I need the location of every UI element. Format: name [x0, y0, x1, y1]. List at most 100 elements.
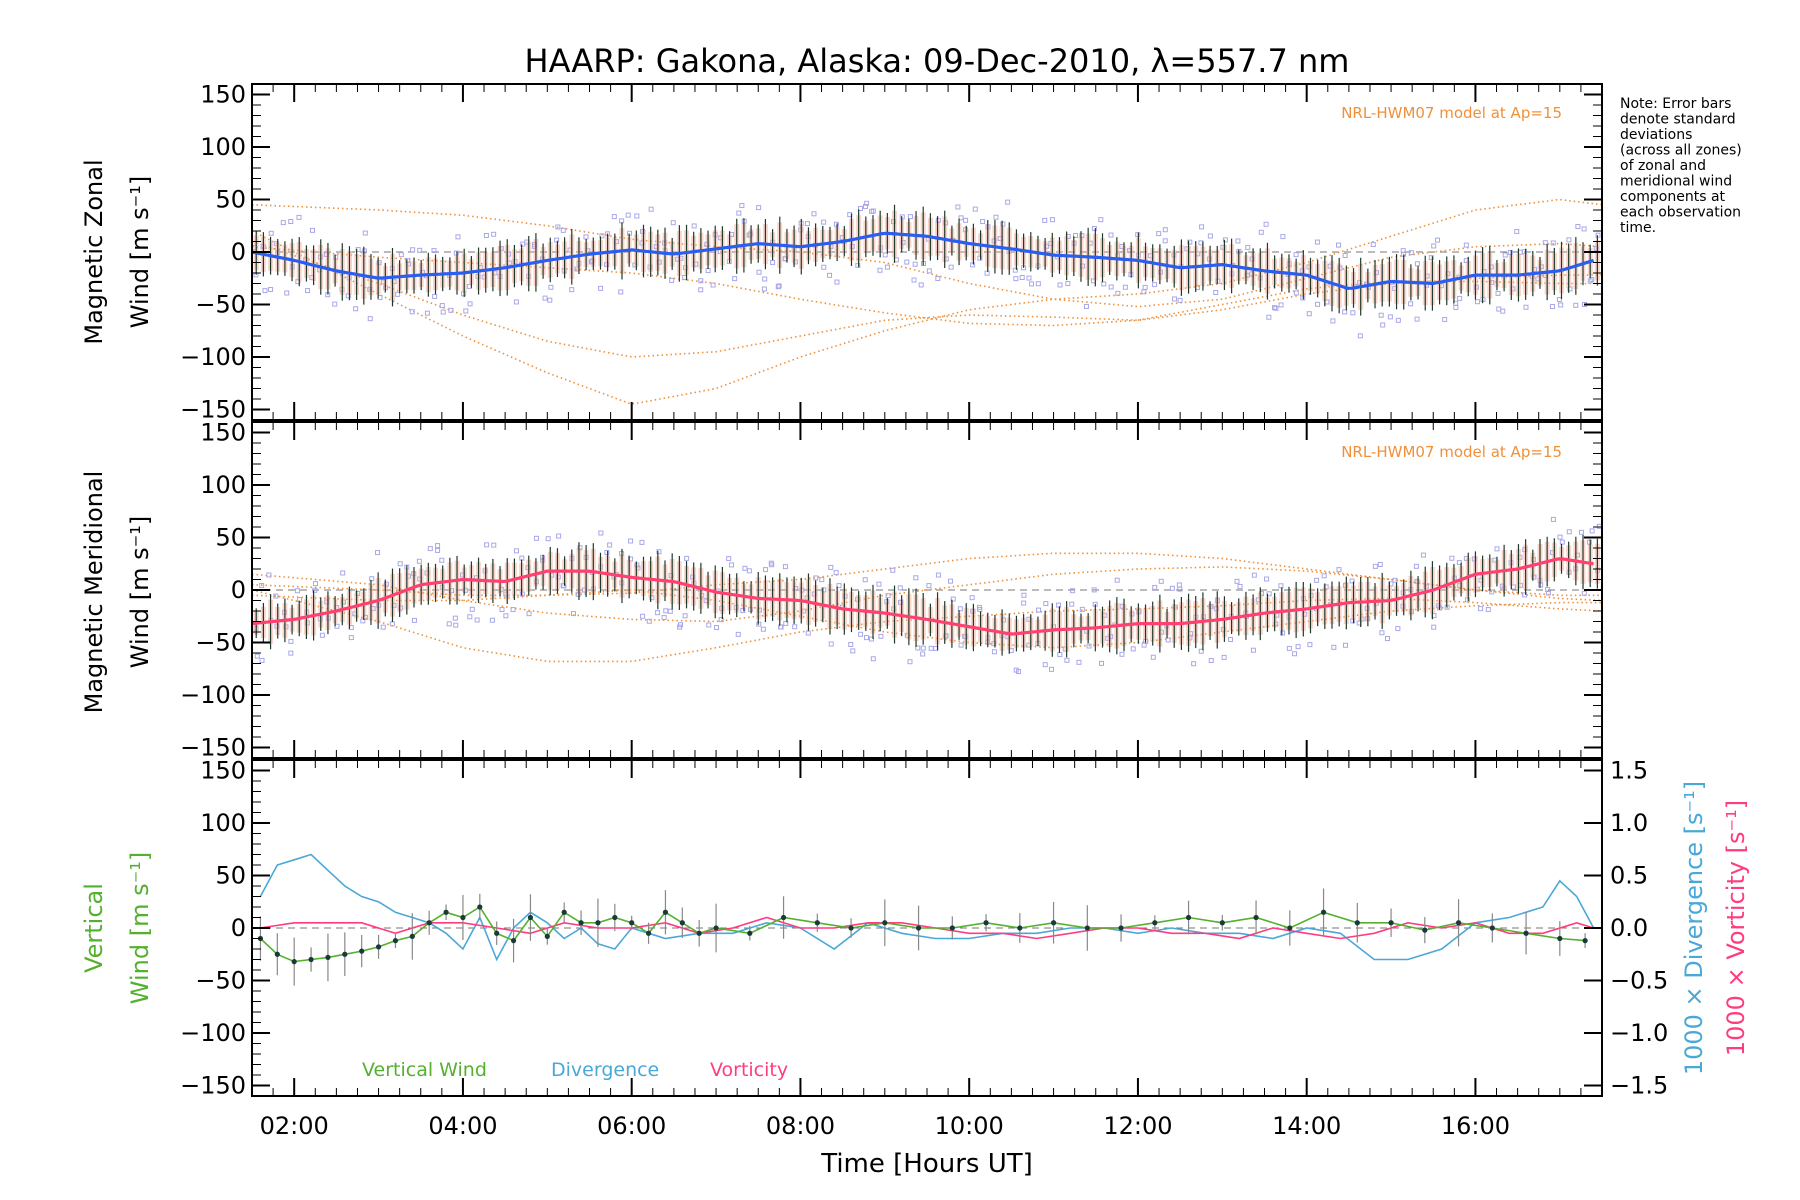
- scatter-point: [296, 214, 302, 220]
- y-tick-label: 50: [215, 186, 246, 214]
- scatter-point: [312, 581, 318, 587]
- scatter-point: [855, 262, 861, 268]
- scatter-point: [769, 562, 775, 568]
- scatter-point: [526, 611, 532, 617]
- scatter-point: [607, 542, 613, 548]
- scatter-point: [469, 606, 475, 612]
- scatter-point: [834, 279, 840, 285]
- meridional-ylabel-line2: Wind [m s⁻¹]: [126, 516, 154, 668]
- scatter-point: [1414, 261, 1420, 267]
- zonal-ylabel-line2: Wind [m s⁻¹]: [126, 176, 154, 328]
- scatter-point: [431, 248, 437, 254]
- scatter-point: [1581, 226, 1587, 232]
- scatter-point: [1150, 654, 1156, 660]
- scatter-point: [513, 548, 519, 554]
- scatter-point: [1474, 299, 1480, 305]
- meridional-model-label: NRL-HWM07 model at Ap=15: [1341, 443, 1562, 461]
- scatter-point: [1130, 646, 1136, 652]
- vertical-wind-point: [1050, 920, 1057, 926]
- vertical-y2-ticks: 1.5 1.0 0.5 0.0 −0.5 −1.0 −1.5: [1584, 757, 1668, 1100]
- scatter-point: [439, 303, 445, 309]
- scatter-point: [1395, 317, 1401, 323]
- scatter-point: [1258, 229, 1264, 235]
- scatter-point: [1507, 249, 1513, 255]
- scatter-point: [1266, 314, 1272, 320]
- scatter-point: [294, 588, 300, 594]
- scatter-point: [1005, 199, 1011, 205]
- scatter-point: [1221, 654, 1227, 660]
- y2-tick-label: −1.0: [1610, 1019, 1668, 1047]
- scatter-point: [735, 631, 741, 637]
- scatter-point: [993, 214, 999, 220]
- scatter-point: [634, 213, 640, 219]
- y2-tick-label: 1.5: [1610, 757, 1648, 785]
- vertical-plot-area: [252, 853, 1602, 986]
- zonal-mean-line: [251, 231, 1595, 290]
- scatter-point: [1372, 563, 1378, 569]
- scatter-point: [920, 651, 926, 657]
- zonal-plot-area: [251, 198, 1603, 405]
- scatter-point: [828, 564, 834, 570]
- scatter-point: [583, 234, 589, 240]
- scatter-point: [1122, 284, 1128, 290]
- scatter-point: [1187, 239, 1193, 245]
- scatter-point: [969, 595, 975, 601]
- vertical-wind-point: [561, 909, 567, 915]
- y-tick-label: 100: [200, 471, 246, 499]
- scatter-point: [1453, 304, 1459, 310]
- scatter-point: [864, 200, 870, 206]
- vertical-y-ticks: 150 100 50 0 −50 −100 −150: [180, 757, 1582, 1100]
- scatter-point: [254, 653, 260, 659]
- model-curve: [251, 566, 1603, 623]
- scatter-point: [732, 276, 738, 282]
- scatter-point: [340, 570, 346, 576]
- scatter-point: [1108, 232, 1114, 238]
- y-tick-label: −100: [180, 343, 246, 371]
- scatter-point: [1342, 253, 1348, 259]
- scatter-point: [360, 618, 366, 624]
- scatter-point: [1449, 555, 1455, 561]
- scatter-point: [1556, 297, 1562, 303]
- scatter-point: [805, 630, 811, 636]
- scatter-point: [1500, 308, 1506, 314]
- scatter-point: [698, 278, 704, 284]
- model-curve: [251, 204, 1603, 308]
- scatter-point: [876, 581, 882, 587]
- scatter-point: [684, 555, 690, 561]
- vertical-wind-point: [375, 944, 382, 950]
- vertical-wind-point: [662, 909, 669, 915]
- scatter-point: [1251, 572, 1257, 578]
- scatter-point: [1596, 523, 1602, 529]
- scatter-point: [691, 223, 697, 229]
- vertical-wind-point: [1320, 909, 1327, 915]
- scatter-point: [1101, 281, 1107, 287]
- scatter-point: [667, 608, 673, 614]
- scatter-point: [560, 227, 566, 233]
- scatter-point: [1086, 643, 1092, 649]
- note-line: time.: [1620, 220, 1656, 236]
- scatter-point: [435, 543, 441, 549]
- scatter-point: [455, 234, 461, 240]
- scatter-point: [1169, 585, 1175, 591]
- scatter-point: [332, 301, 338, 307]
- y-tick-label: −50: [195, 629, 246, 657]
- scatter-point: [519, 591, 525, 597]
- scatter-point: [1414, 316, 1420, 322]
- scatter-point: [907, 214, 913, 220]
- scatter-point: [1558, 302, 1564, 308]
- scatter-point: [353, 306, 359, 312]
- y-tick-label: −150: [180, 1072, 246, 1100]
- scatter-point: [1073, 233, 1079, 239]
- scatter-point: [1595, 232, 1601, 238]
- scatter-point: [1377, 561, 1383, 567]
- vertical-wind-point: [882, 920, 888, 926]
- vertical-wind-point: [1017, 925, 1023, 931]
- x-tick-label: 04:00: [428, 1112, 497, 1140]
- vertical-wind-point: [1354, 920, 1360, 926]
- scatter-point: [499, 606, 505, 612]
- scatter-point: [821, 219, 827, 225]
- scatter-point: [1114, 577, 1120, 583]
- scatter-point: [948, 264, 954, 270]
- vertical-ylabel-line2: Wind [m s⁻¹]: [126, 852, 154, 1004]
- scatter-point: [656, 549, 662, 555]
